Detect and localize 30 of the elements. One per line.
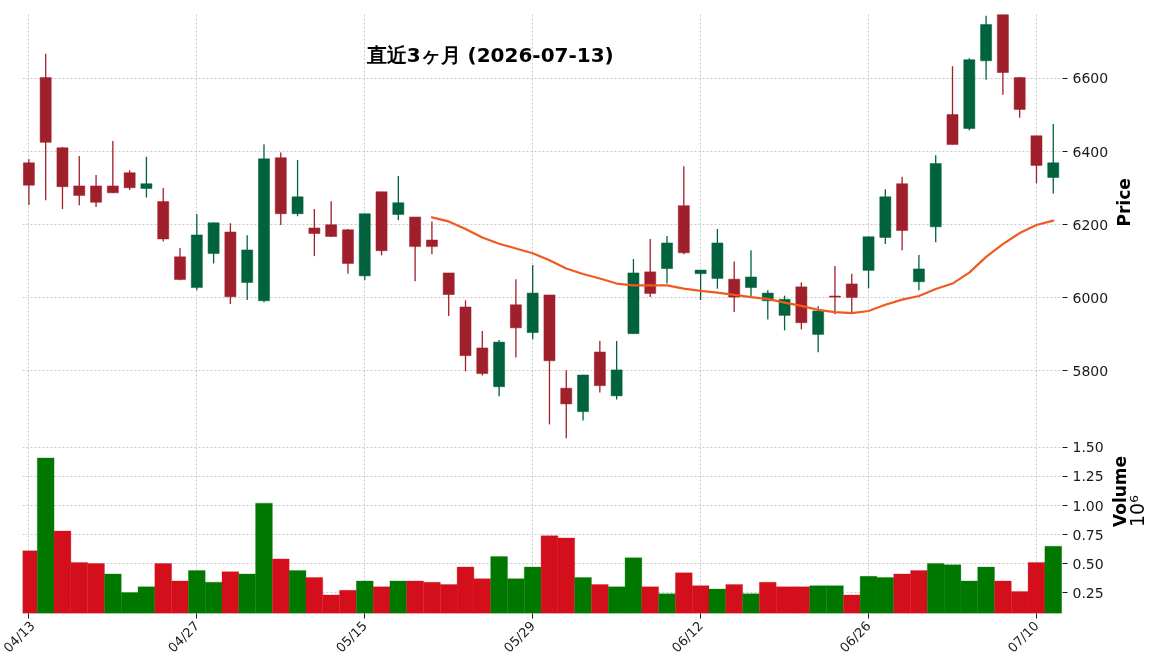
y-tick-label: 5800 xyxy=(1072,363,1109,379)
candlestick xyxy=(291,159,304,217)
candlestick xyxy=(644,238,657,298)
candlestick xyxy=(510,278,522,359)
candlestick xyxy=(90,174,102,208)
y-tick-label: 0.75 xyxy=(1072,526,1104,543)
candlestick xyxy=(325,200,337,238)
candlestick xyxy=(140,155,153,199)
y-tick-label: 0.50 xyxy=(1072,555,1104,572)
candlestick xyxy=(73,155,86,206)
y-tick-label: 0.25 xyxy=(1072,584,1104,601)
y-tick-label: 1.25 xyxy=(1072,468,1104,485)
candlestick xyxy=(107,140,119,194)
y-tick-label: 1.50 xyxy=(1072,439,1104,456)
candlestick xyxy=(308,208,321,257)
candlestick xyxy=(694,269,707,301)
candlestick xyxy=(745,249,757,298)
y-tick-label: 6000 xyxy=(1072,289,1109,306)
line-series xyxy=(430,216,1055,315)
candlestick xyxy=(829,265,841,315)
candlestick xyxy=(123,169,136,191)
y-tick-label: 1.00 xyxy=(1072,497,1104,514)
candlestick xyxy=(23,158,35,206)
candlestick xyxy=(560,369,573,439)
candlestick xyxy=(812,305,824,353)
candlestick xyxy=(442,272,455,317)
candlestick xyxy=(426,220,438,255)
candlestick xyxy=(913,254,925,291)
candlestick xyxy=(174,247,186,281)
candlestick xyxy=(845,273,858,314)
